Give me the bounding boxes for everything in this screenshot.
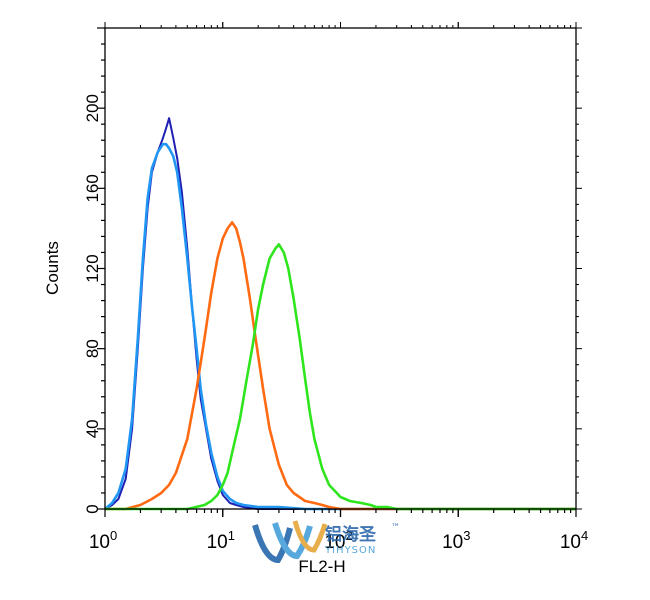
y-tick-label: 80 xyxy=(83,339,102,358)
x-tick-label: 101 xyxy=(207,528,235,553)
series-line-4 xyxy=(105,243,576,511)
y-tick-label: 200 xyxy=(83,94,102,122)
watermark-latin: YIHYSON xyxy=(324,545,376,556)
x-tick-label: 104 xyxy=(560,528,588,553)
plot-lines xyxy=(104,117,576,511)
y-minor-ticks xyxy=(97,27,582,510)
y-tick-label: 40 xyxy=(83,419,102,438)
x-tick-label: 103 xyxy=(442,528,470,553)
y-tick-label: 160 xyxy=(83,174,102,202)
y-tick-label: 120 xyxy=(83,254,102,282)
y-tick-labels: 0 40 80 120 160 200 xyxy=(83,94,102,514)
x-tick-label: 100 xyxy=(89,528,117,553)
plot-frame xyxy=(104,27,577,510)
logo-wave-light xyxy=(292,520,328,553)
series-line-1 xyxy=(104,117,576,510)
x-minor-ticks xyxy=(104,22,577,517)
series-line-2 xyxy=(104,142,576,511)
watermark-chinese: 铝海圣 xyxy=(325,524,377,545)
x-axis-label: FL2-H xyxy=(298,557,345,576)
y-tick-label: 0 xyxy=(83,504,102,513)
watermark-logo xyxy=(252,520,328,564)
x-tick-label: 102 xyxy=(324,528,352,553)
series-line-3 xyxy=(105,221,576,511)
watermark-trademark: ™ xyxy=(391,523,400,533)
logo-wave-dark xyxy=(252,524,293,564)
logo-wave-mid xyxy=(272,522,313,560)
x-tick-labels: 100 101 102 103 104 xyxy=(89,528,588,553)
y-axis-label: Counts xyxy=(43,241,62,295)
